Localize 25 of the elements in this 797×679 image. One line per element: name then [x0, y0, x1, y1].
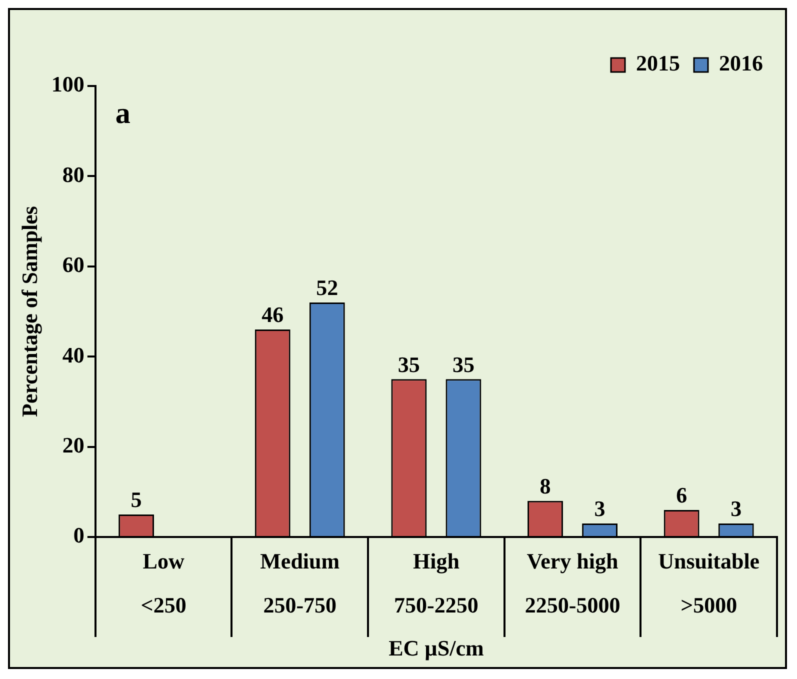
data-label: 35: [452, 352, 474, 377]
data-label: 3: [730, 496, 742, 522]
x-tick-label: High 750-2250: [394, 548, 478, 618]
data-label: 6: [676, 482, 688, 508]
x-tick-label: Very high 2250-5000: [524, 548, 620, 618]
data-label: 5: [130, 487, 142, 512]
y-tick-label: 40: [62, 342, 84, 368]
data-label: 52: [316, 275, 338, 300]
legend-label: 2016: [719, 50, 763, 76]
y-tick-label: 60: [62, 252, 84, 278]
x-tick-label: Unsuitable >5000: [658, 548, 760, 618]
data-label: 3: [594, 496, 606, 522]
legend-label: 2015: [636, 50, 680, 76]
y-tick-label: 100: [51, 72, 84, 97]
data-label: 46: [262, 302, 284, 328]
y-axis-title: Percentage of Samples: [16, 206, 42, 417]
x-tick-label: Low <250: [140, 548, 186, 618]
x-tick-label: Medium 250-750: [260, 548, 340, 618]
data-label: 8: [540, 474, 551, 499]
y-tick-label: 0: [73, 522, 84, 548]
x-axis-title: EC µS/cm: [388, 635, 484, 660]
annotation: a: [115, 96, 130, 130]
y-tick-label: 20: [62, 432, 84, 458]
data-label: 35: [398, 352, 420, 377]
y-tick-label: 80: [62, 162, 84, 187]
